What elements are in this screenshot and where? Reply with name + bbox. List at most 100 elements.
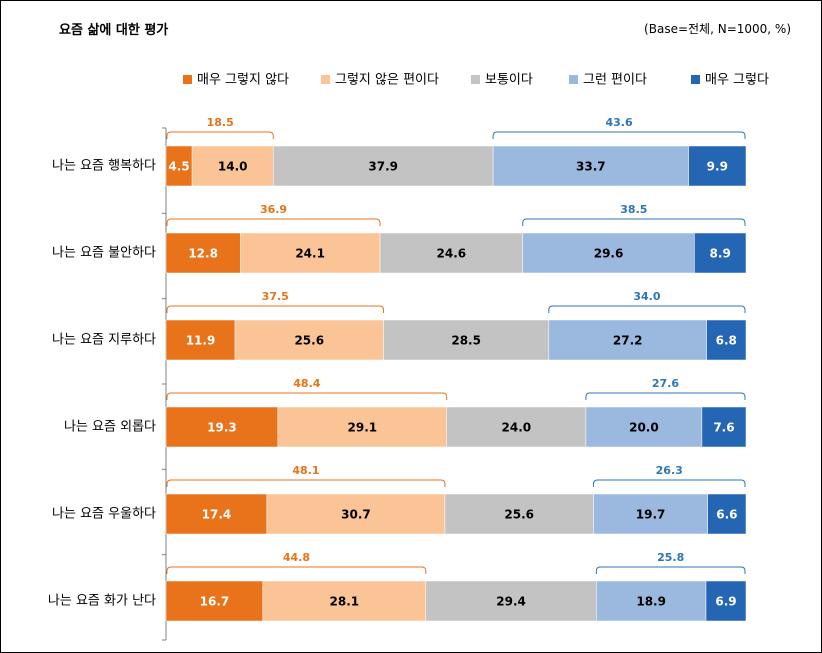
bar-segment-4-3: [446, 406, 587, 448]
bar-segment-1-3: [273, 145, 494, 187]
bar-segment-6-4: [596, 580, 707, 622]
chart-title: 요즘 삶에 대한 평가: [59, 23, 169, 38]
positive-sum-label-2: 38.5: [620, 203, 647, 216]
data-label-2-2: 24.1: [295, 247, 325, 261]
negative-bracket-1: [166, 131, 274, 139]
positive-bracket-1: [492, 131, 746, 139]
data-label-1-4: 33.7: [576, 160, 606, 174]
negative-sum-label-3: 37.5: [262, 290, 289, 303]
data-label-3-3: 28.5: [451, 334, 481, 348]
bar-segment-1-4: [492, 145, 689, 187]
category-label-6: 나는 요즘 화가 난다: [48, 594, 156, 609]
data-label-4-3: 24.0: [502, 421, 532, 435]
positive-bracket-6: [595, 566, 746, 574]
positive-sum-label-1: 43.6: [605, 116, 632, 129]
positive-sum-label-6: 25.8: [657, 551, 684, 564]
bar-segment-5-2: [266, 493, 446, 535]
bar-segment-5-1: [165, 493, 268, 535]
data-label-4-5: 7.6: [713, 421, 734, 435]
data-label-5-4: 19.7: [636, 508, 666, 522]
legend-swatch-3: [471, 75, 480, 84]
base-note: (Base=전체, N=1000, %): [644, 22, 791, 36]
data-label-3-1: 11.9: [186, 334, 216, 348]
bar-segment-4-4: [585, 406, 703, 448]
data-label-4-1: 19.3: [207, 421, 237, 435]
positive-bracket-3: [548, 305, 746, 313]
bar-segment-1-1: [165, 145, 193, 187]
data-label-4-4: 20.0: [629, 421, 659, 435]
data-label-6-4: 18.9: [636, 595, 666, 609]
data-label-2-4: 29.6: [594, 247, 624, 261]
positive-bracket-5: [592, 479, 746, 487]
bar-segment-5-3: [444, 493, 594, 535]
data-label-6-5: 6.9: [715, 595, 736, 609]
bar-segment-5-4: [593, 493, 708, 535]
bar-segment-2-4: [522, 232, 695, 274]
category-label-1: 나는 요즘 행복하다: [52, 158, 156, 174]
data-label-1-1: 4.5: [168, 160, 189, 174]
data-label-5-5: 6.6: [716, 508, 737, 522]
legend-label-2: 그렇지 않은 편이다: [335, 73, 439, 88]
bar-segment-2-2: [239, 232, 381, 274]
bar-segment-3-5: [706, 319, 747, 361]
legend-label-3: 보통이다: [485, 73, 533, 88]
positive-sum-label-3: 34.0: [633, 290, 660, 303]
positive-bracket-4: [585, 392, 746, 400]
bar-segment-2-5: [694, 232, 747, 274]
bar-segment-1-5: [688, 145, 747, 187]
bar-segment-4-5: [701, 406, 747, 448]
negative-bracket-2: [166, 218, 381, 226]
bar-segment-6-1: [165, 580, 264, 622]
legend-swatch-4: [569, 75, 578, 84]
negative-bracket-3: [166, 305, 384, 313]
data-label-5-1: 17.4: [202, 508, 232, 522]
data-label-1-3: 37.9: [368, 160, 398, 174]
category-label-3: 나는 요즘 지루하다: [52, 333, 156, 348]
bar-segment-3-1: [165, 319, 236, 361]
bar-segment-4-2: [277, 406, 447, 448]
data-label-2-3: 24.6: [437, 247, 467, 261]
data-label-3-2: 25.6: [294, 334, 324, 348]
bar-segment-3-3: [383, 319, 550, 361]
data-label-2-5: 8.9: [710, 247, 731, 261]
bar-segment-6-2: [262, 580, 427, 622]
negative-sum-label-1: 18.5: [207, 116, 234, 129]
data-label-6-3: 29.4: [496, 595, 526, 609]
data-label-5-3: 25.6: [504, 508, 534, 522]
negative-sum-label-6: 44.8: [283, 551, 310, 564]
bar-segment-2-1: [165, 232, 241, 274]
negative-sum-label-4: 48.4: [293, 377, 320, 390]
bar-segment-5-5: [707, 493, 747, 535]
bar-segment-4-1: [165, 406, 279, 448]
bar-segment-3-4: [548, 319, 707, 361]
negative-bracket-6: [166, 566, 427, 574]
negative-sum-label-2: 36.9: [260, 203, 287, 216]
category-label-2: 나는 요즘 불안하다: [52, 246, 156, 261]
bar-segment-6-5: [705, 580, 747, 622]
positive-bracket-2: [522, 218, 746, 226]
data-label-6-1: 16.7: [200, 595, 230, 609]
legend-label-4: 그런 편이다: [583, 73, 647, 88]
legend-swatch-1: [183, 75, 192, 84]
legend-swatch-2: [321, 75, 330, 84]
legend-swatch-5: [691, 75, 700, 84]
category-label-5: 나는 요즘 우울하다: [52, 507, 156, 522]
bar-segment-1-2: [191, 145, 274, 187]
data-label-4-2: 29.1: [348, 421, 378, 435]
negative-sum-label-5: 48.1: [292, 464, 319, 477]
positive-sum-label-4: 27.6: [652, 377, 679, 390]
data-label-3-4: 27.2: [613, 334, 643, 348]
data-label-3-5: 6.8: [716, 334, 737, 348]
data-label-1-2: 14.0: [218, 160, 248, 174]
negative-bracket-5: [166, 479, 446, 487]
legend-label-1: 매우 그렇지 않다: [197, 73, 289, 88]
legend-label-5: 매우 그렇다: [705, 73, 769, 88]
data-label-1-5: 9.9: [707, 160, 728, 174]
bar-segment-3-2: [234, 319, 384, 361]
negative-bracket-4: [166, 392, 448, 400]
bar-segment-6-3: [425, 580, 597, 622]
bar-segment-2-3: [379, 232, 523, 274]
category-label-4: 나는 요즘 외롭다: [64, 420, 156, 435]
data-label-2-1: 12.8: [188, 247, 218, 261]
